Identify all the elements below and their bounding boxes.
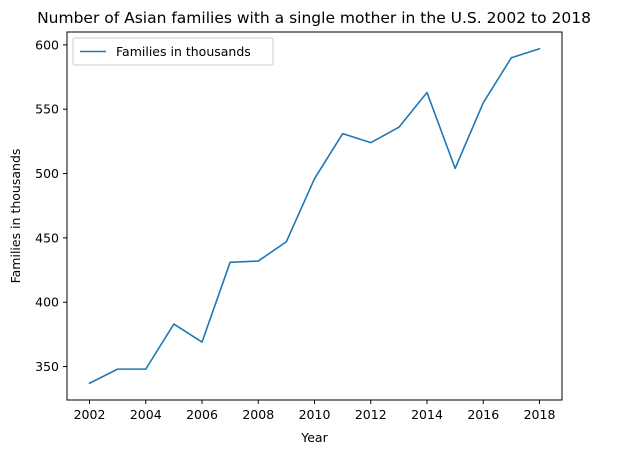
series-layer [89,49,539,384]
x-tick-label: 2004 [130,407,162,422]
x-axis: 2002 2004 2006 2008 2010 2012 2014 2016 2018 [74,400,556,422]
y-axis: 350 400 450 500 550 600 [35,37,67,374]
x-tick-label: 2014 [411,407,443,422]
legend: Families in thousands [73,38,273,65]
x-tick-label: 2010 [299,407,331,422]
y-axis-label: Families in thousands [8,149,23,284]
plot-frame [67,32,562,400]
legend-label: Families in thousands [116,44,251,59]
y-tick-label: 600 [35,37,59,52]
x-tick-label: 2016 [467,407,499,422]
x-tick-label: 2012 [355,407,387,422]
x-tick-label: 2002 [74,407,106,422]
y-tick-label: 400 [35,295,59,310]
x-tick-label: 2006 [186,407,218,422]
x-tick-label: 2018 [524,407,556,422]
series-line [90,49,540,384]
y-tick-label: 500 [35,166,59,181]
plot-area [67,32,562,400]
x-axis-label: Year [300,430,328,445]
y-tick-label: 350 [35,359,59,374]
y-tick-label: 550 [35,102,59,117]
y-tick-label: 450 [35,230,59,245]
chart-title: Number of Asian families with a single m… [37,9,591,27]
x-tick-label: 2008 [242,407,274,422]
